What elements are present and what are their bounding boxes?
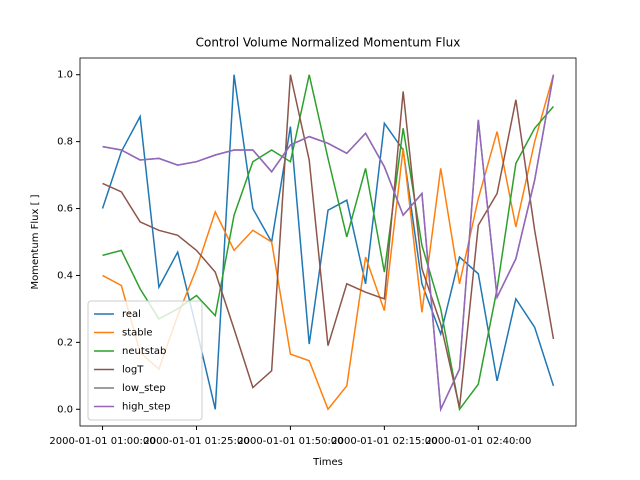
chart-title: Control Volume Normalized Momentum Flux <box>196 36 461 50</box>
x-tick-label: 2000-01-01 01:25:00 <box>143 436 249 447</box>
legend-label: neutstab <box>122 346 166 357</box>
y-tick-label: 0.0 <box>57 404 73 415</box>
x-tick-label: 2000-01-01 02:40:00 <box>425 436 531 447</box>
x-tick-label: 2000-01-01 02:15:00 <box>331 436 437 447</box>
x-axis-label: Times <box>312 457 343 468</box>
series-line <box>102 74 555 408</box>
y-tick-label: 0.2 <box>57 337 73 348</box>
legend-label: logT <box>122 365 144 376</box>
y-axis-label: Momentum Flux [ ] <box>30 194 41 289</box>
legend-label: high_step <box>122 402 170 413</box>
legend-label: real <box>122 309 141 320</box>
y-tick-label: 1.0 <box>57 70 73 81</box>
legend-label: low_step <box>122 383 166 394</box>
y-tick-label: 0.4 <box>57 270 73 281</box>
y-tick-label: 0.6 <box>57 204 73 215</box>
axes-frame <box>79 57 577 427</box>
series-line <box>101 74 555 410</box>
legend-box <box>87 300 203 421</box>
legend-label: stable <box>122 328 153 339</box>
legend: real stable neutstab logT low_step high_step <box>87 300 203 421</box>
x-tick-label: 2000-01-01 01:00:00 <box>49 436 155 447</box>
x-tick-label: 2000-01-01 01:50:00 <box>237 436 343 447</box>
y-tick-label: 0.8 <box>57 137 73 148</box>
series-line <box>102 74 555 413</box>
